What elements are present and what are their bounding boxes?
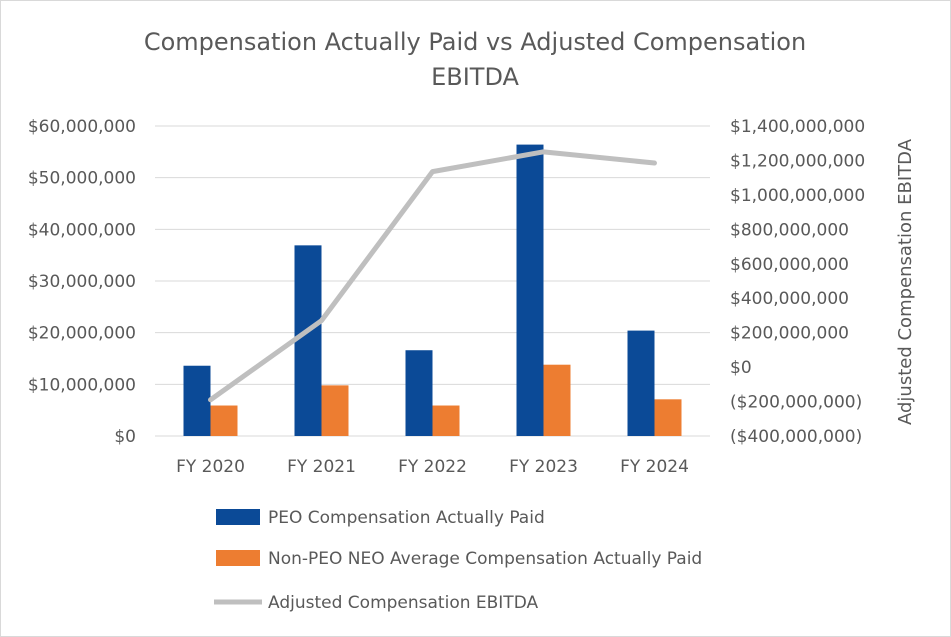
left-tick-label: $40,000,000 xyxy=(28,220,136,240)
category-label: FY 2020 xyxy=(176,457,245,477)
bar-non-peo xyxy=(210,405,238,436)
bar-non-peo xyxy=(654,399,682,436)
bar-non-peo xyxy=(321,385,349,436)
bars xyxy=(183,144,682,436)
legend-non-peo-label: Non-PEO NEO Average Compensation Actuall… xyxy=(268,549,702,569)
right-tick-label: $200,000,000 xyxy=(730,324,849,344)
category-label: FY 2021 xyxy=(287,457,356,477)
right-tick-label: $600,000,000 xyxy=(730,255,849,275)
right-tick-label: $1,000,000,000 xyxy=(730,186,865,206)
category-label: FY 2022 xyxy=(398,457,467,477)
right-tick-label: $400,000,000 xyxy=(730,289,849,309)
right-axis: ($400,000,000) ($200,000,000) $0 $200,000,0… xyxy=(730,117,865,447)
legend-ebitda-label: Adjusted Compensation EBITDA xyxy=(268,593,538,613)
right-tick-label: ($400,000,000) xyxy=(730,427,862,447)
bar-peo xyxy=(516,144,544,436)
right-tick-label: ($200,000,000) xyxy=(730,393,862,413)
category-label: FY 2024 xyxy=(620,457,689,477)
legend-peo-swatch xyxy=(216,509,260,525)
ebitda-line-path xyxy=(208,149,657,403)
bar-peo xyxy=(627,330,655,436)
bar-peo xyxy=(294,245,322,436)
right-tick-label: $0 xyxy=(730,358,752,378)
left-tick-label: $10,000,000 xyxy=(28,375,136,395)
legend-peo-label: PEO Compensation Actually Paid xyxy=(268,508,545,528)
bar-peo xyxy=(405,350,433,436)
legend-non-peo-swatch xyxy=(216,550,260,566)
right-tick-label: $800,000,000 xyxy=(730,220,849,240)
left-tick-label: $20,000,000 xyxy=(28,324,136,344)
bar-non-peo xyxy=(543,364,571,436)
left-tick-label: $50,000,000 xyxy=(28,169,136,189)
category-label: FY 2023 xyxy=(509,457,578,477)
bar-non-peo xyxy=(432,405,460,436)
legend: PEO Compensation Actually Paid Non-PEO NE… xyxy=(214,508,702,613)
ebitda-line xyxy=(208,149,657,403)
left-axis: $0 $10,000,000 $20,000,000 $30,000,000 $40,0… xyxy=(28,117,136,447)
gridlines xyxy=(155,125,710,437)
x-axis: FY 2020 FY 2021 FY 2022 FY 2023 FY 2024 xyxy=(176,457,689,477)
bar-peo xyxy=(183,365,211,436)
right-tick-label: $1,400,000,000 xyxy=(730,117,865,137)
right-tick-label: $1,200,000,000 xyxy=(730,151,865,171)
left-tick-label: $30,000,000 xyxy=(28,272,136,292)
right-axis-title: Adjusted Compensation EBITDA xyxy=(895,138,916,425)
chart-title-line-1: Compensation Actually Paid vs Adjusted C… xyxy=(144,28,806,56)
left-tick-label: $60,000,000 xyxy=(28,117,136,137)
chart-title-line-2: EBITDA xyxy=(431,63,519,91)
left-tick-label: $0 xyxy=(114,427,136,447)
